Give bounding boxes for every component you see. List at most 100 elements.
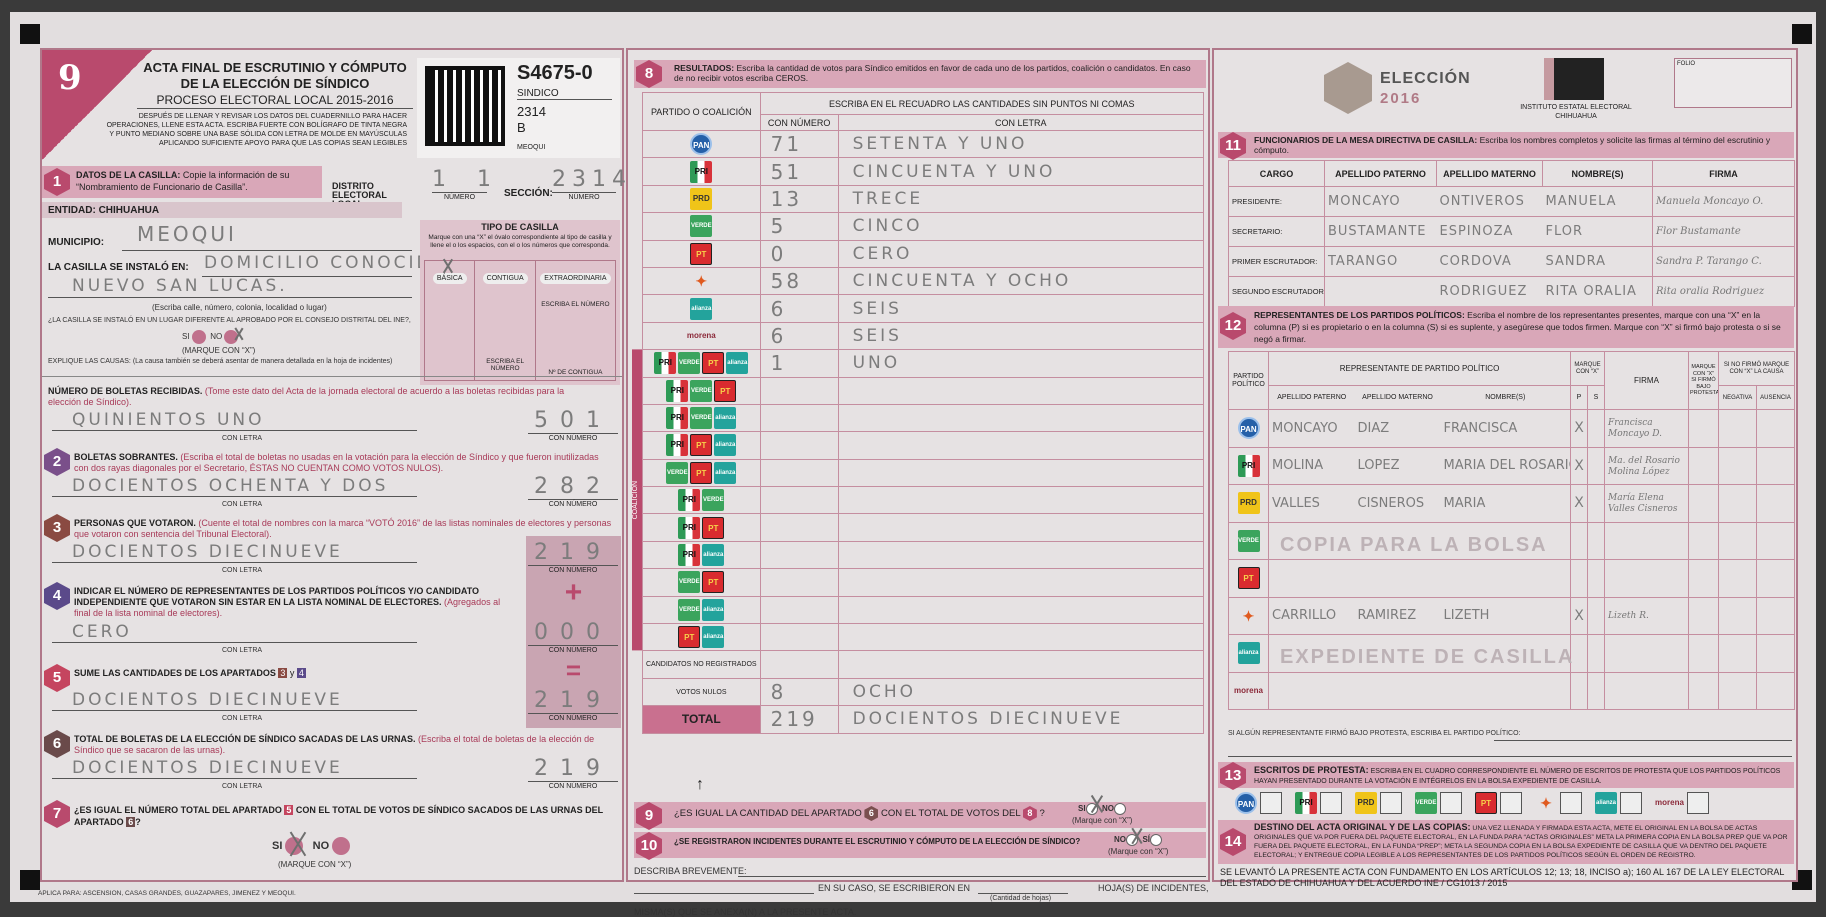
nombre-input[interactable]: SANDRA [1542,246,1653,277]
votes-number-input[interactable] [759,431,839,460]
votes-number-input[interactable] [759,403,839,433]
ausencia-checkbox[interactable] [1755,671,1796,710]
votes-letter-input[interactable]: CINCO [837,212,1205,241]
materno-input[interactable]: DIAZ [1354,409,1441,448]
mark-s-checkbox[interactable] [1587,521,1605,560]
negativa-checkbox[interactable] [1718,559,1757,598]
s4-con-letra-input[interactable] [52,642,417,643]
protesta-checkbox[interactable] [1688,596,1719,635]
paterno-input[interactable] [1268,559,1355,598]
paterno-input[interactable]: MONCAYO [1268,409,1355,448]
s7-si-oval[interactable] [285,837,304,856]
tipo-extraordinaria-oval[interactable]: EXTRAORDINARIA [540,273,611,284]
s4-con-numero-field[interactable]: 000 CON NÚMERO [528,621,618,654]
votes-number-input[interactable]: 58 [759,266,839,296]
paterno-input[interactable] [1268,634,1355,673]
boletas-con-numero-field[interactable]: 501 CON NÚMERO [528,409,618,442]
votes-number-input[interactable] [759,568,839,597]
mark-s-checkbox[interactable] [1587,409,1605,448]
s9-no-oval[interactable] [1114,803,1127,815]
votes-number-input[interactable]: 0 [759,239,839,268]
protest-count-input[interactable] [1686,792,1709,814]
paterno-input[interactable]: MONCAYO [1324,186,1437,217]
votes-number-input[interactable] [759,458,839,488]
negativa-checkbox[interactable] [1718,484,1757,523]
s2-con-numero-field[interactable]: 282 CON NÚMERO [528,475,618,508]
tipo-basica-oval[interactable]: BÁSICA [432,273,467,284]
folio-box[interactable]: FOLIO [1674,58,1792,108]
protesta-checkbox[interactable] [1688,484,1719,523]
ausencia-checkbox[interactable] [1755,484,1796,523]
ausencia-checkbox[interactable] [1755,559,1796,598]
votes-letter-input[interactable] [837,403,1205,433]
materno-input[interactable] [1354,559,1441,598]
protest-count-input[interactable] [1440,792,1462,814]
protesta-checkbox[interactable] [1688,559,1719,598]
boletas-con-letra-input[interactable] [52,430,417,431]
ausencia-checkbox[interactable] [1755,634,1796,673]
negativa-checkbox[interactable] [1718,634,1757,673]
s3-con-numero-field[interactable]: 219 CON NÚMERO [528,541,618,574]
paterno-input[interactable]: MOLINA [1268,446,1355,485]
materno-input[interactable]: LOPEZ [1354,446,1441,485]
firma-signature[interactable]: Manuela Moncayo O. [1652,186,1795,217]
nombre-input[interactable]: MARIA DEL ROSARIO [1440,446,1571,485]
no-oval[interactable] [224,330,239,344]
firma-signature[interactable]: Francisca Moncayo D. [1604,409,1689,448]
negativa-checkbox[interactable] [1718,409,1757,448]
mark-p-checkbox[interactable]: X [1570,484,1588,523]
protest-count-input[interactable] [1620,792,1642,814]
negativa-checkbox[interactable] [1718,671,1757,710]
nombre-input[interactable]: FLOR [1542,216,1653,247]
votes-letter-input[interactable]: CERO [837,239,1205,268]
votes-letter-input[interactable]: CINCUENTA Y UNO [837,157,1205,186]
votes-number-input[interactable]: 51 [759,157,839,186]
s10-si-oval[interactable] [1150,834,1163,846]
paterno-input[interactable]: VALLES [1268,484,1355,523]
votes-letter-input[interactable]: TRECE [837,184,1205,214]
votes-letter-input[interactable] [837,650,1205,679]
protest-count-input[interactable] [1320,792,1342,814]
votes-number-input[interactable] [759,540,839,570]
mark-p-checkbox[interactable] [1570,521,1588,560]
firma-signature[interactable] [1604,634,1689,673]
mark-s-checkbox[interactable] [1587,671,1605,710]
votes-number-input[interactable] [759,513,839,542]
nombre-input[interactable]: MARIA [1440,484,1571,523]
votes-number-input[interactable]: 5 [759,212,839,241]
describa-input[interactable] [738,876,1206,877]
paterno-input[interactable] [1324,276,1437,307]
protesta-checkbox[interactable] [1688,634,1719,673]
votes-number-input[interactable] [759,376,839,405]
paterno-input[interactable]: TARANGO [1324,246,1437,277]
votes-number-input[interactable]: 6 [759,294,839,323]
negativa-checkbox[interactable] [1718,596,1757,635]
mark-p-checkbox[interactable]: X [1570,409,1588,448]
s5-con-letra-input[interactable] [52,710,417,711]
ausencia-checkbox[interactable] [1755,446,1796,485]
votes-number-input[interactable] [759,623,839,652]
negativa-checkbox[interactable] [1718,521,1757,560]
materno-input[interactable]: ESPINOZA [1436,216,1543,247]
protest-count-input[interactable] [1380,792,1402,814]
firma-signature[interactable]: Rita oralia Rodriguez [1652,276,1795,307]
votes-letter-input[interactable]: DOCIENTOS DIECINUEVE [837,705,1205,734]
s7-no-oval[interactable] [332,837,351,856]
votes-number-input[interactable]: 6 [759,321,839,351]
mark-p-checkbox[interactable] [1570,559,1588,598]
protest-count-input[interactable] [1260,792,1282,814]
votes-number-input[interactable] [759,650,839,679]
votes-letter-input[interactable]: OCHO [837,677,1205,707]
s3-con-letra-input[interactable] [52,562,417,563]
firma-signature[interactable] [1604,559,1689,598]
votes-letter-input[interactable] [837,486,1205,515]
protesta-checkbox[interactable] [1688,409,1719,448]
mark-p-checkbox[interactable]: X [1570,596,1588,635]
nombre-input[interactable] [1440,521,1571,560]
votes-number-input[interactable]: 71 [759,129,839,159]
protesta-checkbox[interactable] [1688,521,1719,560]
paterno-input[interactable]: BUSTAMANTE [1324,216,1437,247]
votes-letter-input[interactable] [837,458,1205,488]
tipo-contigua-oval[interactable]: CONTIGUA [482,273,528,284]
votes-letter-input[interactable]: UNO [837,349,1205,378]
